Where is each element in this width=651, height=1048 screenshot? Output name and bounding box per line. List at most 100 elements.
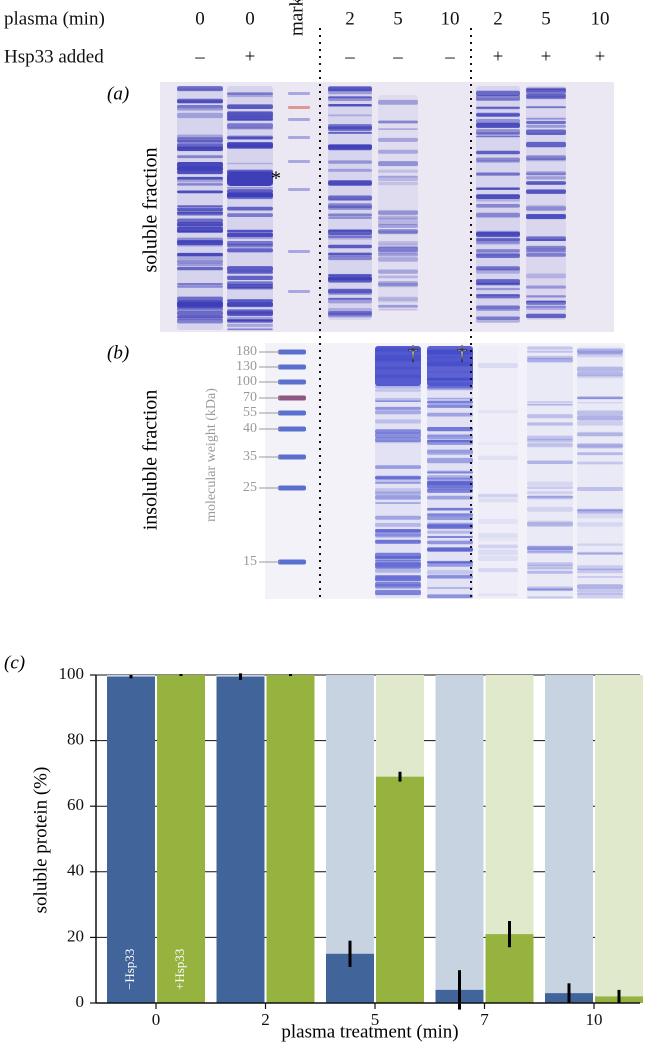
band	[328, 114, 372, 117]
band	[177, 169, 223, 175]
band	[577, 513, 623, 519]
band	[378, 99, 418, 105]
band	[227, 186, 273, 189]
band	[577, 353, 623, 358]
band	[378, 181, 418, 186]
band	[375, 488, 421, 494]
band	[378, 246, 418, 251]
band	[378, 161, 418, 167]
bar	[266, 675, 315, 1003]
band	[527, 486, 573, 489]
band	[328, 88, 372, 95]
band	[427, 404, 473, 408]
band	[476, 319, 520, 323]
band	[427, 516, 473, 521]
plasma-value: 10	[441, 8, 460, 29]
band	[526, 181, 566, 185]
band	[476, 90, 520, 96]
panel-c: (c)	[4, 652, 25, 673]
band	[227, 275, 273, 281]
band	[577, 420, 623, 426]
y-axis-label: soluble protein (%)	[30, 767, 51, 914]
band	[527, 355, 573, 360]
band	[527, 414, 573, 419]
y-tick-label: 100	[59, 664, 85, 683]
band	[378, 210, 418, 216]
band	[478, 363, 518, 368]
band	[476, 231, 520, 237]
band	[328, 216, 372, 219]
band	[378, 304, 418, 308]
band	[227, 213, 273, 218]
band	[427, 439, 473, 445]
band	[577, 568, 623, 571]
band	[227, 299, 273, 302]
band	[227, 232, 273, 238]
band	[328, 131, 372, 134]
mw-marker: 100	[236, 374, 257, 389]
band	[476, 241, 520, 245]
band	[227, 136, 273, 139]
mw-marker: 15	[243, 554, 257, 569]
band	[526, 96, 566, 100]
band	[478, 555, 518, 561]
hsp33-value: –	[344, 46, 355, 67]
band	[427, 449, 473, 454]
band	[375, 397, 421, 403]
band	[427, 400, 473, 404]
band	[227, 162, 273, 165]
band	[527, 564, 573, 569]
band	[378, 177, 418, 182]
band	[476, 294, 520, 299]
band	[227, 323, 273, 327]
marker-band	[278, 349, 306, 355]
band	[177, 283, 223, 285]
x-tick-label: 2	[261, 1010, 270, 1029]
band	[328, 160, 372, 164]
band	[527, 567, 573, 570]
band	[476, 282, 520, 286]
band	[378, 296, 418, 301]
hsp33-value: +	[493, 46, 504, 67]
band	[427, 575, 473, 579]
band	[476, 113, 520, 117]
band	[328, 104, 372, 107]
band	[328, 256, 372, 261]
lane-smear	[577, 346, 623, 598]
band	[527, 506, 573, 512]
band	[577, 397, 623, 400]
band	[227, 111, 273, 117]
y-tick-label: 0	[76, 992, 85, 1011]
band	[476, 157, 520, 162]
band	[378, 149, 418, 154]
band	[527, 350, 573, 353]
band	[476, 237, 520, 241]
band	[227, 240, 273, 246]
band	[328, 313, 372, 318]
band	[227, 248, 273, 253]
band	[526, 124, 566, 128]
band	[427, 385, 473, 391]
band	[375, 589, 421, 595]
band	[227, 311, 273, 317]
band	[526, 189, 566, 194]
band	[375, 502, 421, 504]
dagger: †	[457, 343, 467, 365]
band	[378, 283, 418, 288]
band	[375, 419, 421, 424]
band	[526, 133, 566, 135]
band	[526, 236, 566, 241]
band	[227, 127, 273, 130]
band	[177, 307, 223, 313]
band	[177, 223, 223, 229]
bar	[157, 675, 205, 1003]
band	[378, 308, 418, 311]
band	[427, 397, 473, 400]
band	[526, 172, 566, 176]
band	[328, 229, 372, 235]
band	[328, 213, 372, 217]
band	[227, 310, 273, 313]
band	[328, 288, 372, 294]
band	[476, 112, 520, 117]
